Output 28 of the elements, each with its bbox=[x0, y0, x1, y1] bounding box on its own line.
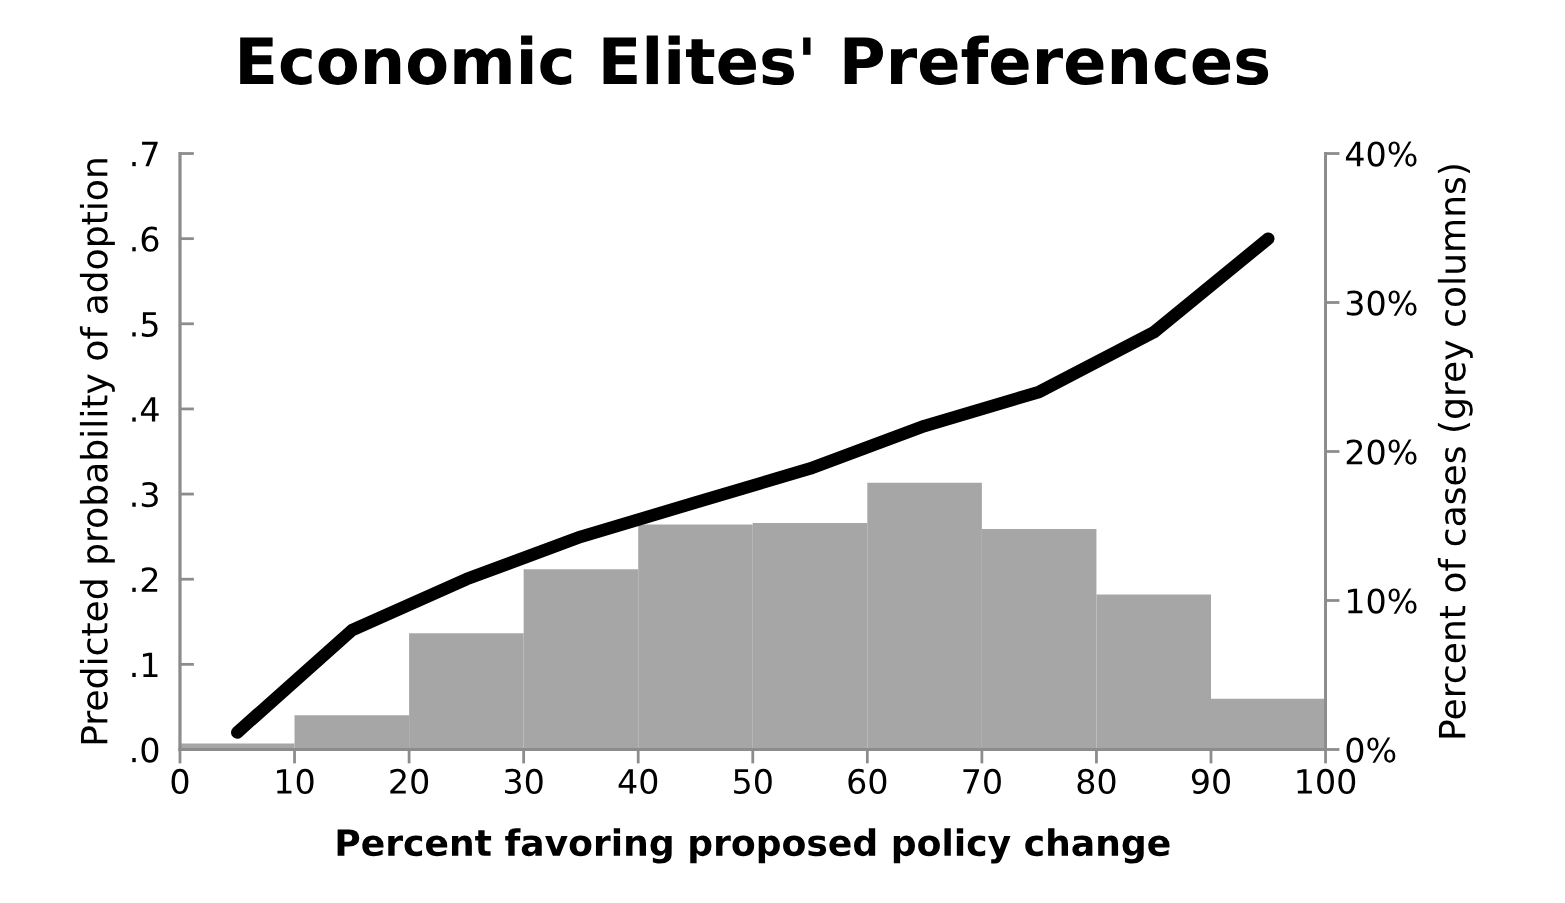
y2-tick-label: 0% bbox=[1346, 737, 1396, 763]
y-tick-label: .1 bbox=[132, 652, 158, 678]
x-tick-label: 30 bbox=[504, 768, 543, 795]
y-tick-label: .5 bbox=[132, 312, 158, 337]
y-tick-label: .4 bbox=[132, 397, 159, 422]
y-tick-label: .3 bbox=[132, 481, 158, 508]
y2-axis-title: Percent of cases (grey columns) bbox=[1437, 165, 1473, 738]
y-tick-label: .7 bbox=[132, 141, 158, 167]
x-axis-title: Percent favoring proposed policy change bbox=[337, 828, 1170, 864]
x-tick-label: 90 bbox=[1191, 768, 1230, 795]
y-tick-label: .2 bbox=[132, 567, 158, 592]
y-axis-title: Predicted probability of adoption bbox=[79, 159, 115, 744]
y-tick-label: .0 bbox=[132, 737, 159, 763]
x-tick-label: 40 bbox=[618, 768, 658, 795]
chart-title: Economic Elites' Preferences bbox=[240, 35, 1269, 85]
x-tick-label: 10 bbox=[276, 768, 314, 795]
x-tick-label: 80 bbox=[1077, 768, 1116, 795]
y2-tick-label: 20% bbox=[1346, 439, 1417, 465]
y-tick-label: .6 bbox=[132, 226, 159, 252]
x-tick-label: 0 bbox=[171, 768, 189, 795]
x-tick-label: 20 bbox=[390, 768, 429, 795]
x-tick-label: 50 bbox=[734, 768, 772, 795]
x-tick-label: 70 bbox=[963, 768, 1001, 795]
y2-tick-label: 10% bbox=[1347, 588, 1417, 614]
y2-tick-label: 30% bbox=[1346, 290, 1417, 316]
y2-tick-label: 40% bbox=[1345, 141, 1417, 167]
x-tick-label: 100 bbox=[1297, 768, 1356, 795]
x-tick-label: 60 bbox=[848, 768, 887, 795]
